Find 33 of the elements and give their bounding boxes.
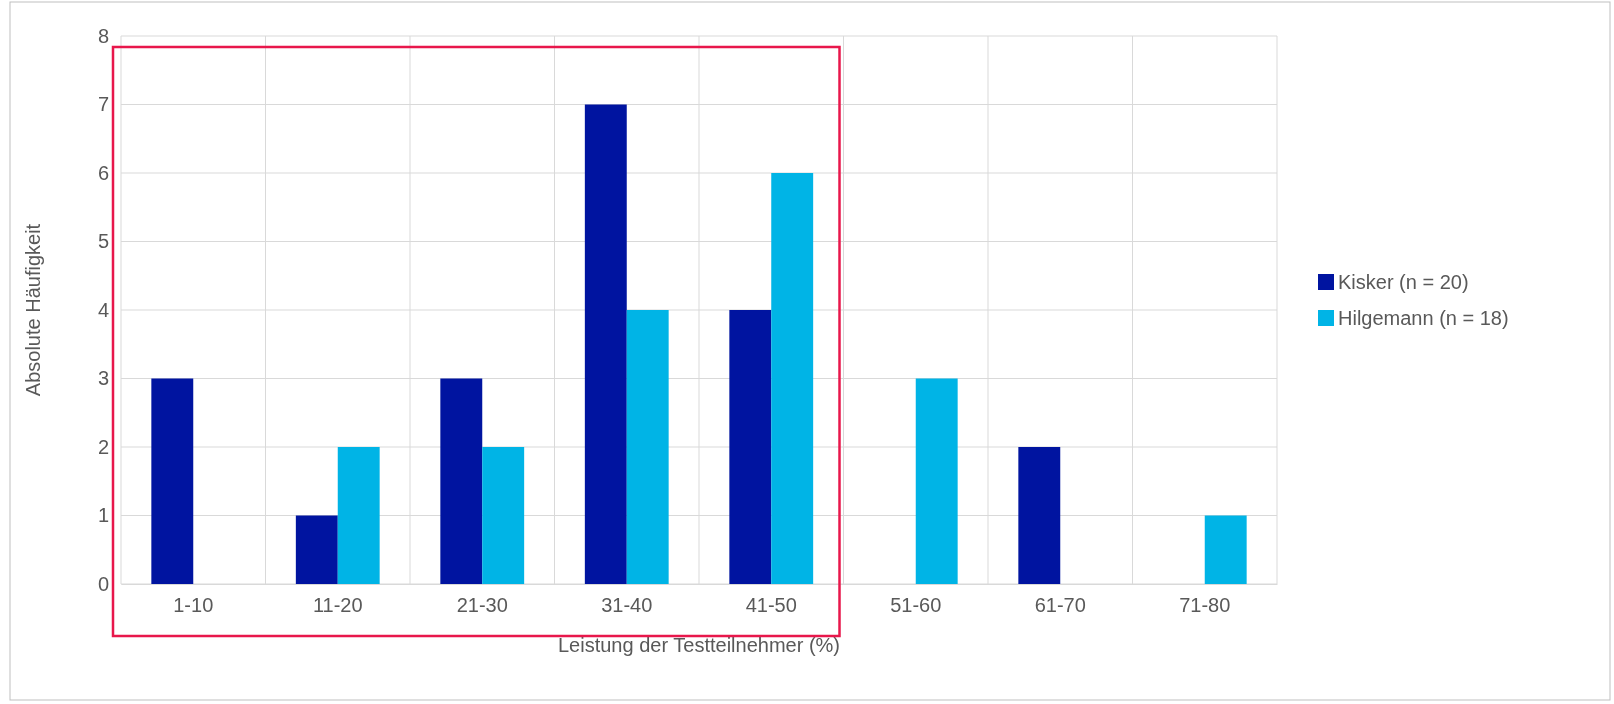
x-tick-label: 1-10 (173, 594, 214, 617)
y-tick-label: 7 (97, 93, 109, 116)
x-tick-label: 41-50 (745, 594, 797, 617)
bar (151, 378, 194, 584)
x-axis-title: Leistung der Testteilnehmer (%) (558, 634, 840, 656)
y-tick-label: 3 (97, 367, 109, 390)
y-tick-label: 2 (97, 435, 109, 458)
bar (584, 104, 627, 584)
bar (440, 378, 483, 584)
bar (1204, 515, 1247, 584)
y-tick-label: 5 (97, 230, 109, 253)
bar (482, 447, 525, 584)
y-tick-label: 0 (97, 572, 109, 595)
x-tick-label: 21-30 (456, 594, 508, 617)
x-tick-label: 31-40 (601, 594, 653, 617)
bar (915, 378, 958, 584)
x-tick-label: 11-20 (312, 594, 363, 617)
y-axis-title: Absolute Häufigkeit (22, 223, 44, 397)
x-tick-label: 51-60 (890, 594, 942, 617)
y-tick-label: 4 (97, 298, 109, 321)
bar (626, 310, 669, 584)
bar (295, 515, 338, 584)
y-tick-label: 8 (97, 24, 109, 47)
bar (1018, 447, 1061, 584)
y-tick-label: 6 (97, 161, 109, 184)
bar (337, 447, 380, 584)
legend-label: Kisker (n = 20) (1338, 271, 1469, 293)
x-tick-label: 71-80 (1179, 594, 1231, 617)
x-tick-label: 61-70 (1034, 594, 1086, 617)
bar (771, 173, 814, 584)
legend-label: Hilgemann (n = 18) (1338, 307, 1509, 329)
bar (729, 310, 772, 584)
y-tick-label: 1 (97, 504, 109, 527)
